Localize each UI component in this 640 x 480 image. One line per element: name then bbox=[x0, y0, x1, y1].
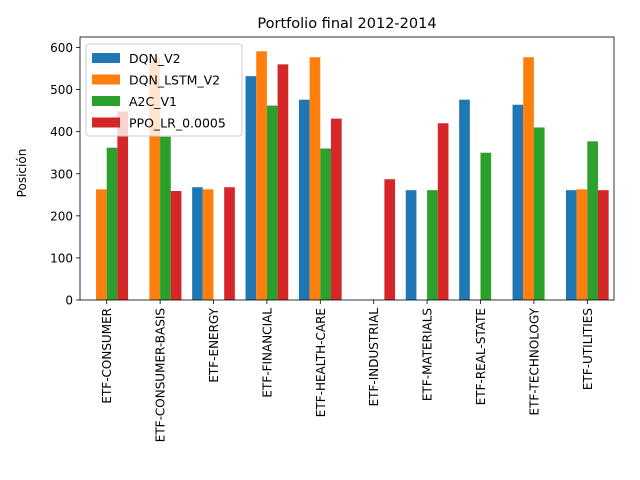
bar-dqn-v2-6 bbox=[405, 190, 417, 300]
y-tick-label: 600 bbox=[50, 41, 73, 55]
x-tick-label: ETF-INDUSTRIAL bbox=[367, 308, 381, 407]
bar-a2c-v1-4 bbox=[320, 148, 331, 300]
chart-title: Portfolio final 2012-2014 bbox=[257, 16, 436, 32]
y-tick-label: 0 bbox=[65, 294, 73, 308]
legend-box bbox=[85, 43, 243, 137]
legend-swatch bbox=[92, 53, 120, 63]
bar-a2c-v1-1 bbox=[160, 136, 171, 300]
bar-dqn-v2-9 bbox=[565, 190, 577, 300]
x-tick-label: ETF-TECHNOLOGY bbox=[527, 307, 541, 415]
legend-swatch bbox=[92, 117, 120, 128]
ticks-layer: 0 100 200 300 400 500 600 ETF-CONSUMER ETF-CONSU… bbox=[50, 41, 595, 442]
bar-ppo-lr-0-0005-0 bbox=[117, 111, 129, 300]
legend-swatch bbox=[92, 96, 120, 106]
y-axis-title: Posición bbox=[15, 149, 29, 198]
bar-dqn-v2-2 bbox=[192, 187, 203, 300]
bar-dqn-v2-8 bbox=[512, 104, 524, 300]
y-tick-label: 200 bbox=[50, 209, 73, 223]
legend-label: DQN_V2 bbox=[129, 51, 181, 66]
x-tick-label: ETF-MATERIALS bbox=[421, 308, 435, 401]
bar-a2c-v1-0 bbox=[106, 147, 118, 300]
bar-dqn-lstm-v2-8 bbox=[523, 57, 534, 301]
bar-ppo-lr-0-0005-4 bbox=[330, 118, 342, 300]
x-tick-label: ETF-FINANCIAL bbox=[260, 308, 274, 398]
legend-label: A2C_V1 bbox=[129, 94, 177, 109]
x-tick-label: ETF-CONSUMER bbox=[100, 308, 114, 404]
legend: DQN_V2 DQN_LSTM_V2 A2C_V1 PPO_LR_0.0005 bbox=[85, 43, 243, 137]
x-tick-label: ETF-CONSUMER-BASIS bbox=[154, 308, 168, 442]
bar-ppo-lr-0-0005-3 bbox=[277, 64, 289, 300]
bar-ppo-lr-0-0005-5 bbox=[384, 179, 396, 300]
x-tick-label: ETF-ENERGY bbox=[207, 307, 221, 382]
bar-ppo-lr-0-0005-9 bbox=[597, 190, 609, 300]
bar-dqn-lstm-v2-2 bbox=[202, 189, 214, 300]
bar-dqn-v2-4 bbox=[298, 99, 310, 300]
bar-a2c-v1-9 bbox=[587, 141, 598, 300]
bar-dqn-v2-3 bbox=[245, 76, 257, 300]
x-tick-label: ETF-UTILITIES bbox=[581, 308, 595, 390]
y-tick-label: 500 bbox=[50, 83, 73, 97]
bar-a2c-v1-6 bbox=[427, 190, 438, 300]
bar-a2c-v1-8 bbox=[533, 127, 545, 300]
bar-ppo-lr-0-0005-6 bbox=[437, 123, 449, 300]
bar-a2c-v1-3 bbox=[266, 105, 278, 300]
legend-label: PPO_LR_0.0005 bbox=[129, 116, 226, 131]
y-tick-label: 300 bbox=[50, 167, 73, 181]
bar-ppo-lr-0-0005-2 bbox=[224, 187, 235, 300]
bar-dqn-lstm-v2-1 bbox=[149, 58, 161, 300]
x-tick-label: ETF-HEALTH-CARE bbox=[314, 308, 328, 417]
bar-dqn-lstm-v2-4 bbox=[309, 57, 321, 301]
legend-swatch bbox=[92, 74, 120, 85]
y-tick-label: 400 bbox=[50, 125, 73, 139]
bars-layer bbox=[96, 51, 609, 301]
bar-dqn-v2-7 bbox=[459, 99, 470, 300]
bar-dqn-lstm-v2-3 bbox=[256, 51, 267, 301]
axes-layer bbox=[79, 36, 615, 301]
bar-dqn-lstm-v2-9 bbox=[576, 189, 588, 300]
y-tick-label: 100 bbox=[50, 251, 73, 265]
x-tick-label: ETF-REAL-STATE bbox=[474, 308, 488, 405]
bar-a2c-v1-7 bbox=[480, 152, 492, 300]
bar-ppo-lr-0-0005-1 bbox=[170, 191, 182, 300]
bar-dqn-lstm-v2-0 bbox=[96, 189, 107, 300]
legend-label: DQN_LSTM_V2 bbox=[129, 73, 220, 88]
plot-frame bbox=[79, 36, 615, 301]
